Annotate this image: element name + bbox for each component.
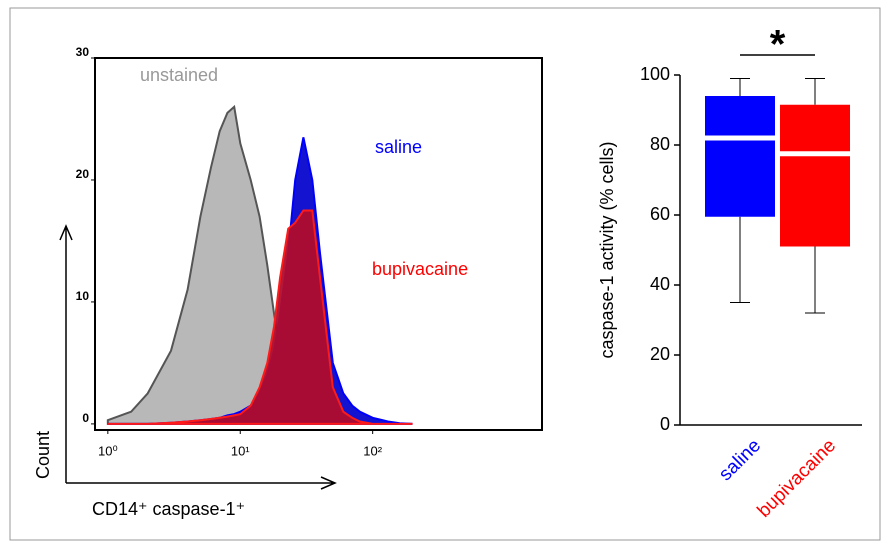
box [705, 96, 775, 217]
y-tick-label: 0 [82, 411, 89, 425]
y-tick-label: 10 [76, 289, 90, 303]
y-tick-label: 100 [640, 64, 670, 84]
histogram-area [107, 209, 413, 425]
histogram-area [106, 104, 413, 425]
frame [9, 7, 881, 541]
y-tick-label: 0 [660, 414, 670, 434]
y-tick-label: 20 [650, 344, 670, 364]
plot-box [94, 57, 543, 431]
series-label: saline [375, 137, 422, 157]
y-axis-title: Count [33, 431, 53, 479]
y-tick-label: 80 [650, 134, 670, 154]
series-label: bupivacaine [372, 259, 468, 279]
y-tick-label: 40 [650, 274, 670, 294]
x-tick-label: 10² [363, 443, 382, 458]
axis-arrow [66, 476, 337, 490]
x-tick-label: 10¹ [231, 443, 250, 458]
y-axis-title: caspase-1 activity (% cells) [597, 141, 617, 358]
axis-arrow [59, 224, 73, 483]
x-axis-title: CD14⁺ caspase-1⁺ [92, 499, 245, 519]
x-tick-label: bupivacaine [754, 435, 841, 522]
box [780, 104, 850, 247]
y-tick-label: 60 [650, 204, 670, 224]
y-tick-label: 30 [76, 45, 90, 59]
x-tick-label: 10⁰ [98, 443, 118, 458]
series-label: unstained [140, 65, 218, 85]
significance-label: * [770, 23, 786, 67]
x-tick-label: saline [715, 435, 765, 485]
y-tick-label: 20 [76, 167, 90, 181]
